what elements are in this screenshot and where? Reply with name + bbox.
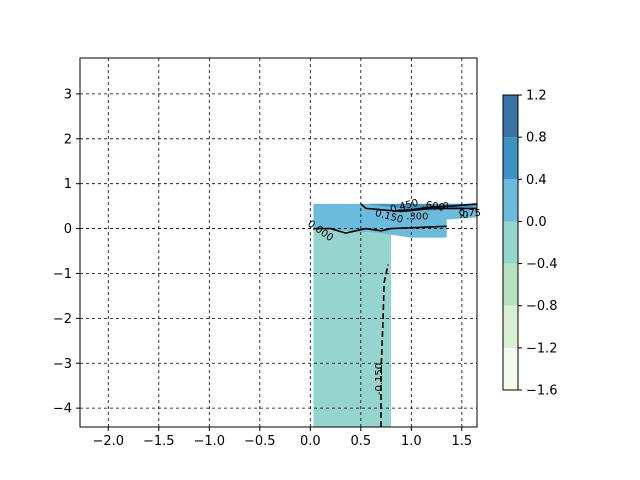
colorbar-tick-label-4: 0.0 [526,215,547,230]
contour-label-7: .0 [459,210,469,221]
colorbar-band-5 [503,137,518,180]
x-tick-label-5: 0.5 [350,434,371,449]
contour-label-8: 0.75 [459,208,481,219]
colorbar-tick-label-5: 0.4 [526,173,547,188]
colorbar-tick-label-7: 1.2 [526,89,547,104]
x-tick-label-1: −1.5 [143,434,175,449]
y-tick-label-4: 0 [64,222,72,237]
x-tick-label-4: 0.0 [300,434,321,449]
contour-line-3 [396,203,477,212]
y-tick-label-5: 1 [64,177,72,192]
colorbar-band-4 [503,179,518,222]
axes-frame [79,57,478,428]
colorbar-band-6 [503,95,518,138]
filled-region-1 [313,203,477,238]
contour-line-0 [313,225,447,234]
y-tick-label-7: 3 [64,87,72,102]
colorbar-tick-label-0: −1.6 [526,384,558,399]
y-tick-label-1: −3 [53,357,72,372]
y-tick-label-2: −2 [53,312,72,327]
colorbar-band-1 [503,305,518,348]
x-tick-label-2: −1.0 [194,434,226,449]
grid-layer [80,58,477,427]
x-axis-ticks: −2.0 −1.5 −1.0 −0.5 0.0 0.5 1.0 1.5 [92,427,472,449]
y-tick-label-3: −1 [53,267,72,282]
colorbar-tick-label-6: 0.8 [526,131,547,146]
x-tick-label-7: 1.5 [452,434,473,449]
colorbar: −1.6 −1.2 −0.8 −0.4 0.0 0.4 0.8 1.2 [502,89,558,399]
colorbar-band-0 [503,347,518,390]
x-tick-label-0: −2.0 [92,434,124,449]
colorbar-tick-label-2: −0.8 [526,299,558,314]
y-axis-ticks: −4 −3 −2 −1 0 1 2 3 [53,87,80,417]
filled-contour-layer [313,203,477,427]
colorbar-band-3 [503,221,518,264]
contour-line-layer [313,203,477,427]
contour-label-3: .300 [406,211,428,222]
contour-label-6: 0 [442,201,448,212]
y-tick-label-0: −4 [53,402,72,417]
colorbar-band-2 [503,263,518,306]
contour-label-5: .600 [422,199,446,214]
contour-line-1 [380,264,389,427]
contour-label-1: -0.150 [374,363,385,395]
colorbar-tick-label-3: −0.4 [526,257,558,272]
contour-line-2 [360,203,477,213]
colorbar-frame [502,94,519,391]
filled-region-0 [313,228,392,427]
colorbar-tick-label-1: −1.2 [526,341,558,356]
x-tick-label-3: −0.5 [244,434,276,449]
y-tick-label-6: 2 [64,132,72,147]
x-tick-label-6: 1.0 [401,434,422,449]
